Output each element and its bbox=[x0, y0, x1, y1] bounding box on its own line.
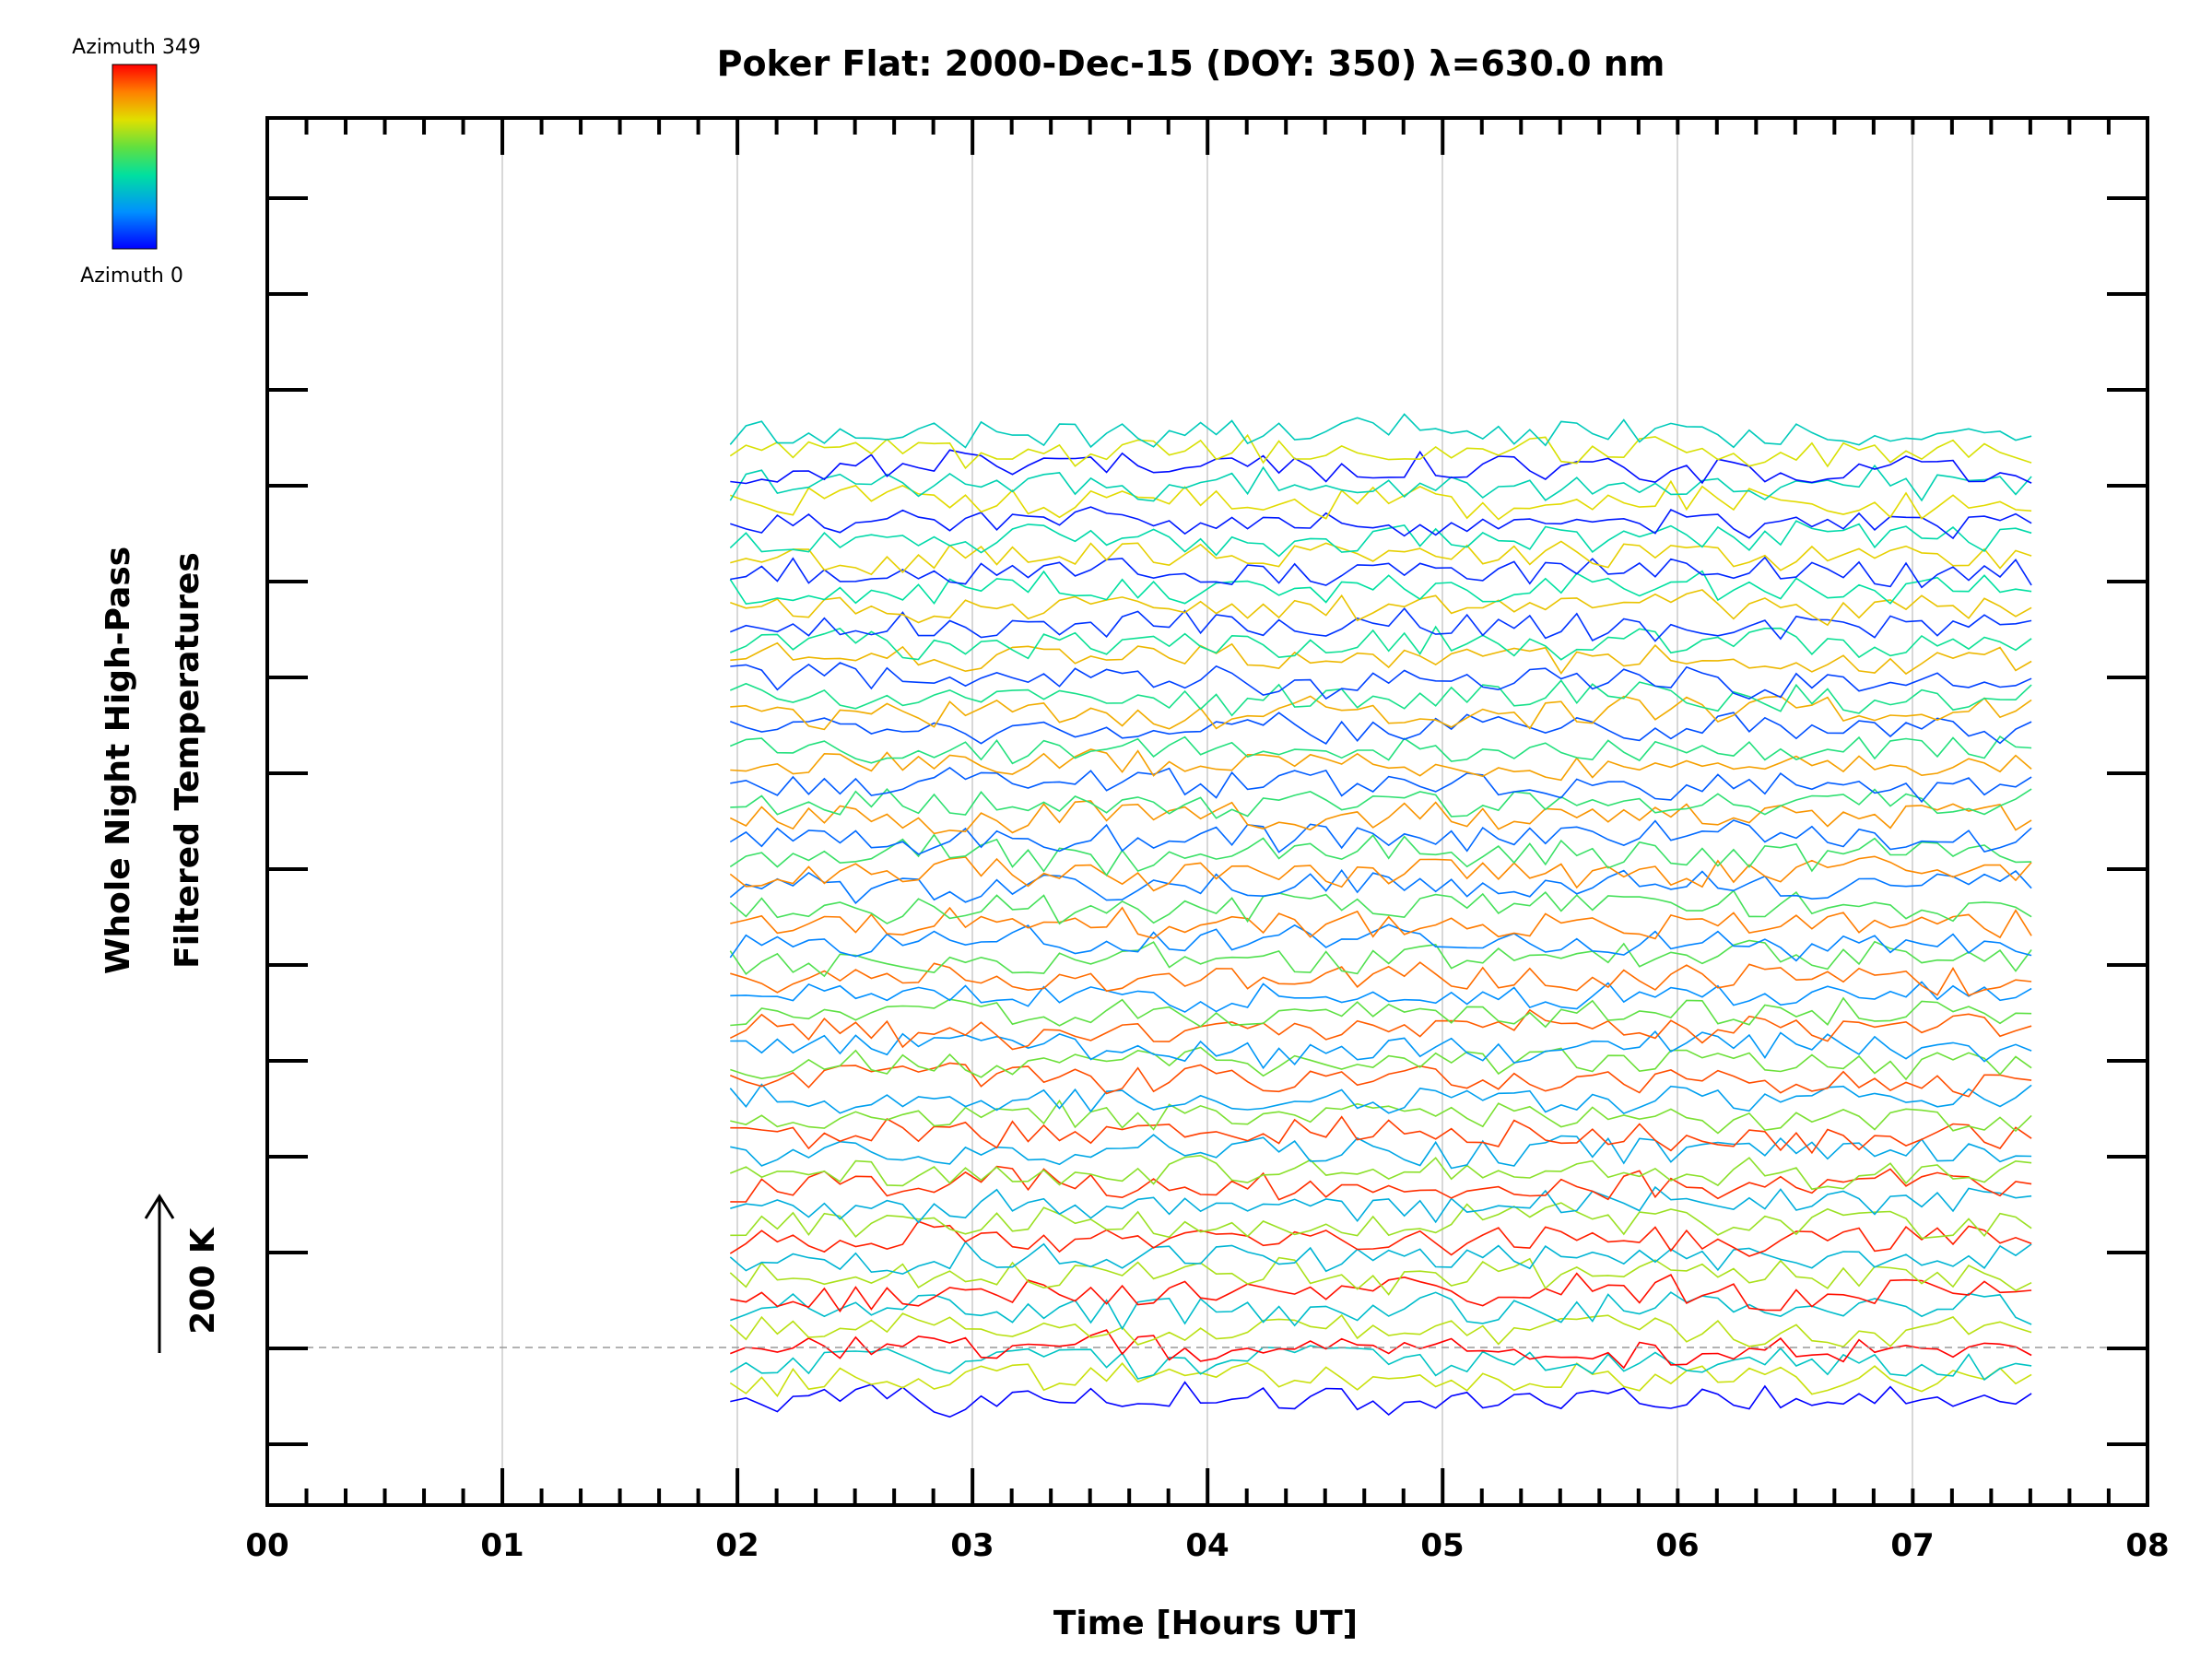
series-line bbox=[730, 540, 2032, 576]
series-line bbox=[730, 606, 2032, 642]
series-line bbox=[730, 961, 2032, 996]
series-line bbox=[729, 679, 2032, 717]
x-tick-label: 02 bbox=[715, 1527, 759, 1564]
scale-label: 200 K bbox=[184, 1227, 222, 1335]
series-line bbox=[730, 506, 2032, 540]
series-line bbox=[729, 924, 2032, 962]
series-line bbox=[729, 1256, 2032, 1296]
series-line bbox=[729, 413, 2032, 449]
series-line bbox=[730, 1329, 2032, 1370]
series-line bbox=[730, 695, 2032, 731]
series-group bbox=[729, 413, 2032, 1418]
series-line bbox=[730, 981, 2032, 1013]
x-tick-label: 04 bbox=[1185, 1527, 1229, 1564]
x-tick-label: 08 bbox=[2125, 1527, 2169, 1564]
chart-title: Poker Flat: 2000-Dec-15 (DOY: 350) λ=630… bbox=[717, 43, 1665, 84]
x-tick-label: 00 bbox=[245, 1527, 288, 1564]
series-line bbox=[730, 662, 2032, 700]
series-line bbox=[729, 433, 2032, 470]
series-line bbox=[730, 449, 2032, 485]
series-line bbox=[730, 1134, 2032, 1170]
series-line bbox=[729, 889, 2032, 925]
series-line bbox=[730, 996, 2032, 1029]
series-line bbox=[729, 800, 2032, 835]
x-tick-label: 01 bbox=[480, 1527, 524, 1564]
series-line bbox=[730, 479, 2032, 521]
series-line bbox=[730, 1030, 2032, 1070]
series-line bbox=[729, 1312, 2032, 1348]
scale-arrow bbox=[144, 1194, 175, 1353]
series-line bbox=[729, 570, 2032, 606]
y-axis-title-line1: Whole Night High-Pass bbox=[100, 547, 137, 974]
series-line bbox=[730, 712, 2032, 745]
series-line bbox=[729, 939, 2032, 978]
series-line bbox=[729, 1345, 2032, 1382]
x-axis-title: Time [Hours UT] bbox=[1053, 1605, 1358, 1642]
series-line bbox=[730, 1154, 2032, 1191]
series-line bbox=[730, 1202, 2032, 1240]
series-line bbox=[729, 735, 2032, 765]
y-axis-title-line2: Filtered Temperatures bbox=[169, 552, 206, 969]
series-line bbox=[729, 833, 2032, 877]
x-axis: 00 01 02 03 04 05 06 07 08 bbox=[245, 118, 2170, 1564]
series-line bbox=[730, 788, 2032, 819]
series-line bbox=[729, 855, 2032, 892]
series-line bbox=[730, 1046, 2032, 1081]
series-line bbox=[730, 1165, 2032, 1203]
series-line bbox=[730, 748, 2032, 782]
series-line bbox=[730, 589, 2032, 627]
series-line bbox=[729, 1361, 2032, 1397]
series-line bbox=[730, 1381, 2032, 1418]
series-line bbox=[729, 520, 2032, 558]
series-line bbox=[729, 1083, 2032, 1115]
colorbar bbox=[112, 64, 158, 250]
series-line bbox=[730, 641, 2032, 676]
series-line bbox=[729, 1220, 2032, 1257]
x-tick-label: 07 bbox=[1890, 1527, 1934, 1564]
colorbar-top-label: Azimuth 349 bbox=[72, 36, 201, 59]
x-tick-label: 03 bbox=[950, 1527, 994, 1564]
series-line bbox=[729, 1062, 2032, 1098]
series-line bbox=[730, 1291, 2032, 1331]
colorbar-bottom-label: Azimuth 0 bbox=[80, 265, 183, 288]
x-tick-label: 05 bbox=[1420, 1527, 1464, 1564]
series-line bbox=[730, 1272, 2032, 1313]
series-line bbox=[729, 1241, 2032, 1276]
series-line bbox=[730, 906, 2032, 940]
series-line bbox=[729, 625, 2032, 661]
series-line bbox=[729, 1008, 2032, 1051]
series-line bbox=[730, 1185, 2032, 1224]
series-line bbox=[730, 767, 2032, 804]
series-line bbox=[730, 1115, 2032, 1155]
series-line bbox=[729, 819, 2032, 855]
x-tick-label: 06 bbox=[1655, 1527, 1699, 1564]
series-line bbox=[730, 556, 2032, 589]
